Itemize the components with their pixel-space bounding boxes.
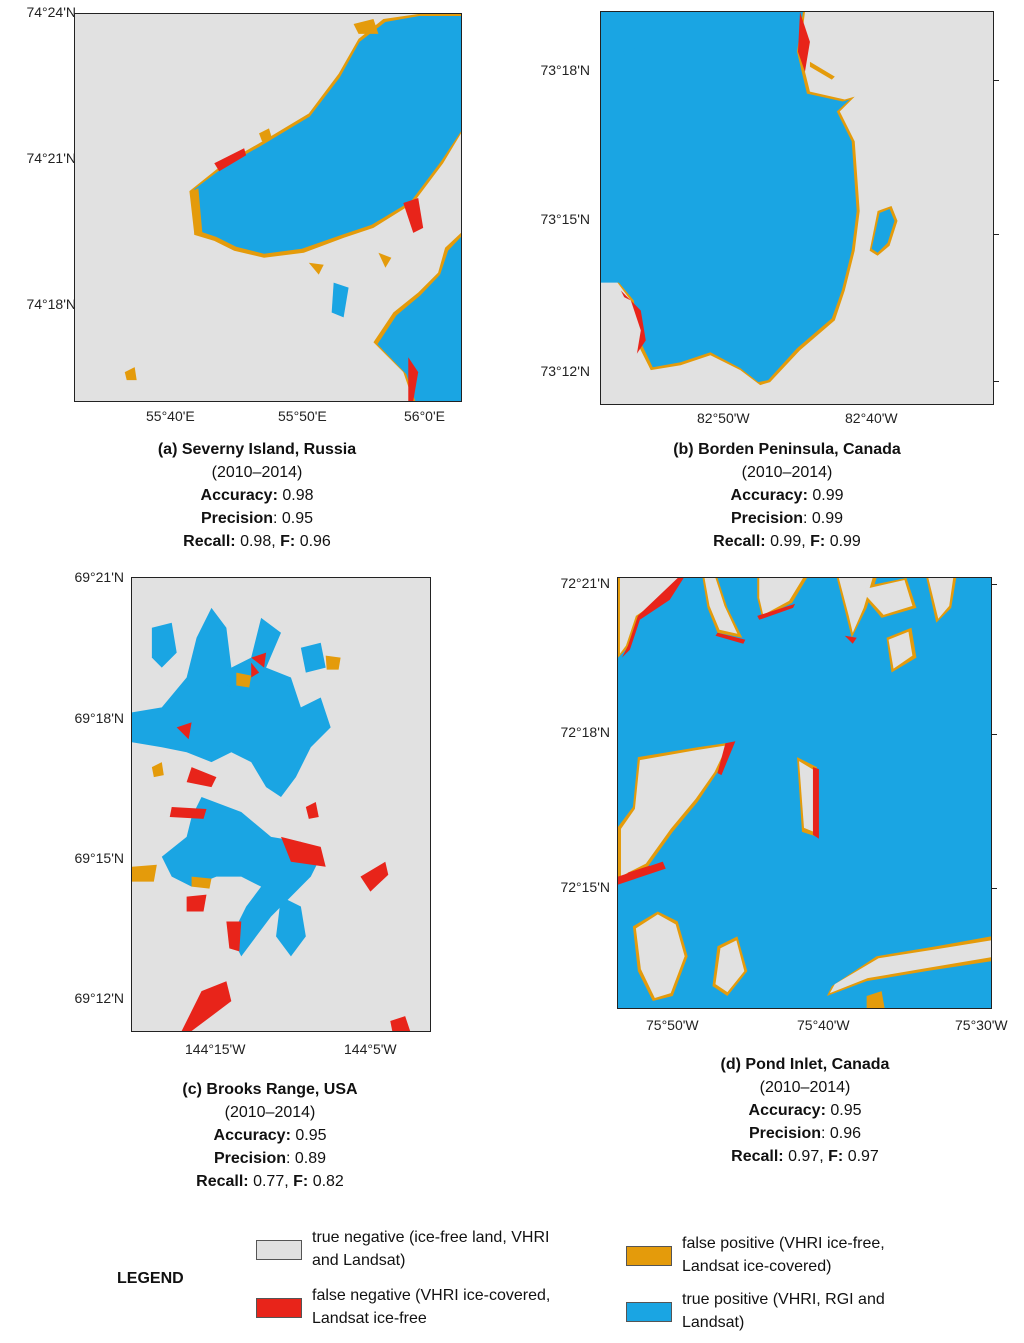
caption-d-accuracy: Accuracy: 0.95 (748, 1102, 862, 1119)
caption-c-accuracy: Accuracy: 0.95 (213, 1127, 327, 1144)
map-d-tickmark (992, 734, 997, 735)
legend-item-true-negative: true negative (ice-free land, VHRI and L… (256, 1226, 552, 1272)
caption-b-accuracy: Accuracy: 0.99 (730, 487, 844, 504)
map-c-lat-tick: 69°18'N (74, 710, 124, 726)
map-c-graphic (132, 578, 430, 1031)
map-a-lon-tick: 55°50'E (278, 408, 327, 424)
caption-c-recall-f: Recall: 0.77, F: 0.82 (196, 1173, 344, 1190)
map-b-lat-tick: 73°15'N (540, 211, 590, 227)
legend-title: LEGEND (117, 1270, 184, 1287)
legend-label-true-negative: true negative (ice-free land, VHRI and L… (312, 1229, 550, 1269)
map-d-lon-tick: 75°40'W (797, 1017, 850, 1033)
caption-a-period: (2010–2014) (211, 464, 303, 481)
caption-c-precision: Precision: 0.89 (213, 1150, 327, 1167)
caption-d-recall-f: Recall: 0.97, F: 0.97 (731, 1148, 879, 1165)
caption-d-title: (d) Pond Inlet, Canada (720, 1056, 890, 1073)
caption-d-period: (2010–2014) (759, 1079, 851, 1096)
legend-label-false-positive: false positive (VHRI ice-free, Landsat i… (682, 1235, 885, 1275)
map-panel-b (600, 11, 994, 405)
caption-c-title: (c) Brooks Range, USA (182, 1081, 358, 1098)
map-c-lon-tick: 144°5'W (344, 1041, 397, 1057)
map-c-lat-tick: 69°15'N (74, 850, 124, 866)
legend-item-false-positive: false positive (VHRI ice-free, Landsat i… (626, 1232, 922, 1278)
map-b-tickmark (994, 234, 999, 235)
map-b-lat-tick: 73°12'N (540, 363, 590, 379)
map-a-lon-tick: 56°0'E (404, 408, 445, 424)
map-d-lat-tick: 72°15'N (560, 879, 610, 895)
legend-swatch-false-negative (256, 1298, 302, 1318)
caption-a-title: (a) Severny Island, Russia (157, 441, 357, 458)
map-d-lon-tick: 75°30'W (955, 1017, 1008, 1033)
legend-label-false-negative: false negative (VHRI ice-covered, Landsa… (312, 1287, 551, 1327)
legend-swatch-false-positive (626, 1246, 672, 1266)
map-d-tickmark (992, 888, 997, 889)
map-a-graphic (75, 14, 461, 401)
map-a-lon-tick: 55°40'E (146, 408, 195, 424)
legend-item-false-negative: false negative (VHRI ice-covered, Landsa… (256, 1284, 552, 1330)
caption-b-title: (b) Borden Peninsula, Canada (673, 441, 901, 458)
legend-swatch-true-negative (256, 1240, 302, 1260)
map-b-tickmark (994, 80, 999, 81)
caption-c: (c) Brooks Range, USA (2010–2014) Accura… (90, 1078, 450, 1193)
legend-swatch-true-positive (626, 1302, 672, 1322)
caption-a-recall-f: Recall: 0.98, F: 0.96 (183, 533, 331, 550)
legend-label-true-positive: true positive (VHRI, RGI and Landsat) (682, 1291, 885, 1331)
caption-a: (a) Severny Island, Russia (2010–2014) A… (77, 438, 437, 553)
map-panel-c (131, 577, 431, 1032)
map-d-graphic (618, 578, 991, 1008)
map-b-lat-tick: 73°18'N (540, 62, 590, 78)
map-a-lat-tick: 74°21'N (26, 150, 76, 166)
map-c-lon-tick: 144°15'W (185, 1041, 246, 1057)
map-b-tickmark (994, 381, 999, 382)
map-panel-d (617, 577, 992, 1009)
map-d-lat-tick: 72°21'N (560, 575, 610, 591)
caption-b-recall-f: Recall: 0.99, F: 0.99 (713, 533, 861, 550)
map-c-lat-tick: 69°12'N (74, 990, 124, 1006)
map-b-lon-tick: 82°40'W (845, 410, 898, 426)
map-c-lat-tick: 69°21'N (74, 569, 124, 585)
caption-b-period: (2010–2014) (741, 464, 833, 481)
map-d-lat-tick: 72°18'N (560, 724, 610, 740)
caption-c-period: (2010–2014) (224, 1104, 316, 1121)
map-b-lon-tick: 82°50'W (697, 410, 750, 426)
caption-a-precision: Precision: 0.95 (200, 510, 314, 527)
map-panel-a (74, 13, 462, 402)
map-d-lon-tick: 75°50'W (646, 1017, 699, 1033)
map-a-lat-tick: 74°24'N (26, 4, 76, 20)
caption-d: (d) Pond Inlet, Canada (2010–2014) Accur… (625, 1053, 985, 1168)
map-b-graphic (601, 12, 993, 404)
map-d-tickmark (992, 584, 997, 585)
caption-d-precision: Precision: 0.96 (748, 1125, 862, 1142)
caption-a-accuracy: Accuracy: 0.98 (200, 487, 314, 504)
caption-b-precision: Precision: 0.99 (730, 510, 844, 527)
map-a-lat-tick: 74°18'N (26, 296, 76, 312)
caption-b: (b) Borden Peninsula, Canada (2010–2014)… (607, 438, 967, 553)
legend-item-true-positive: true positive (VHRI, RGI and Landsat) (626, 1288, 922, 1334)
